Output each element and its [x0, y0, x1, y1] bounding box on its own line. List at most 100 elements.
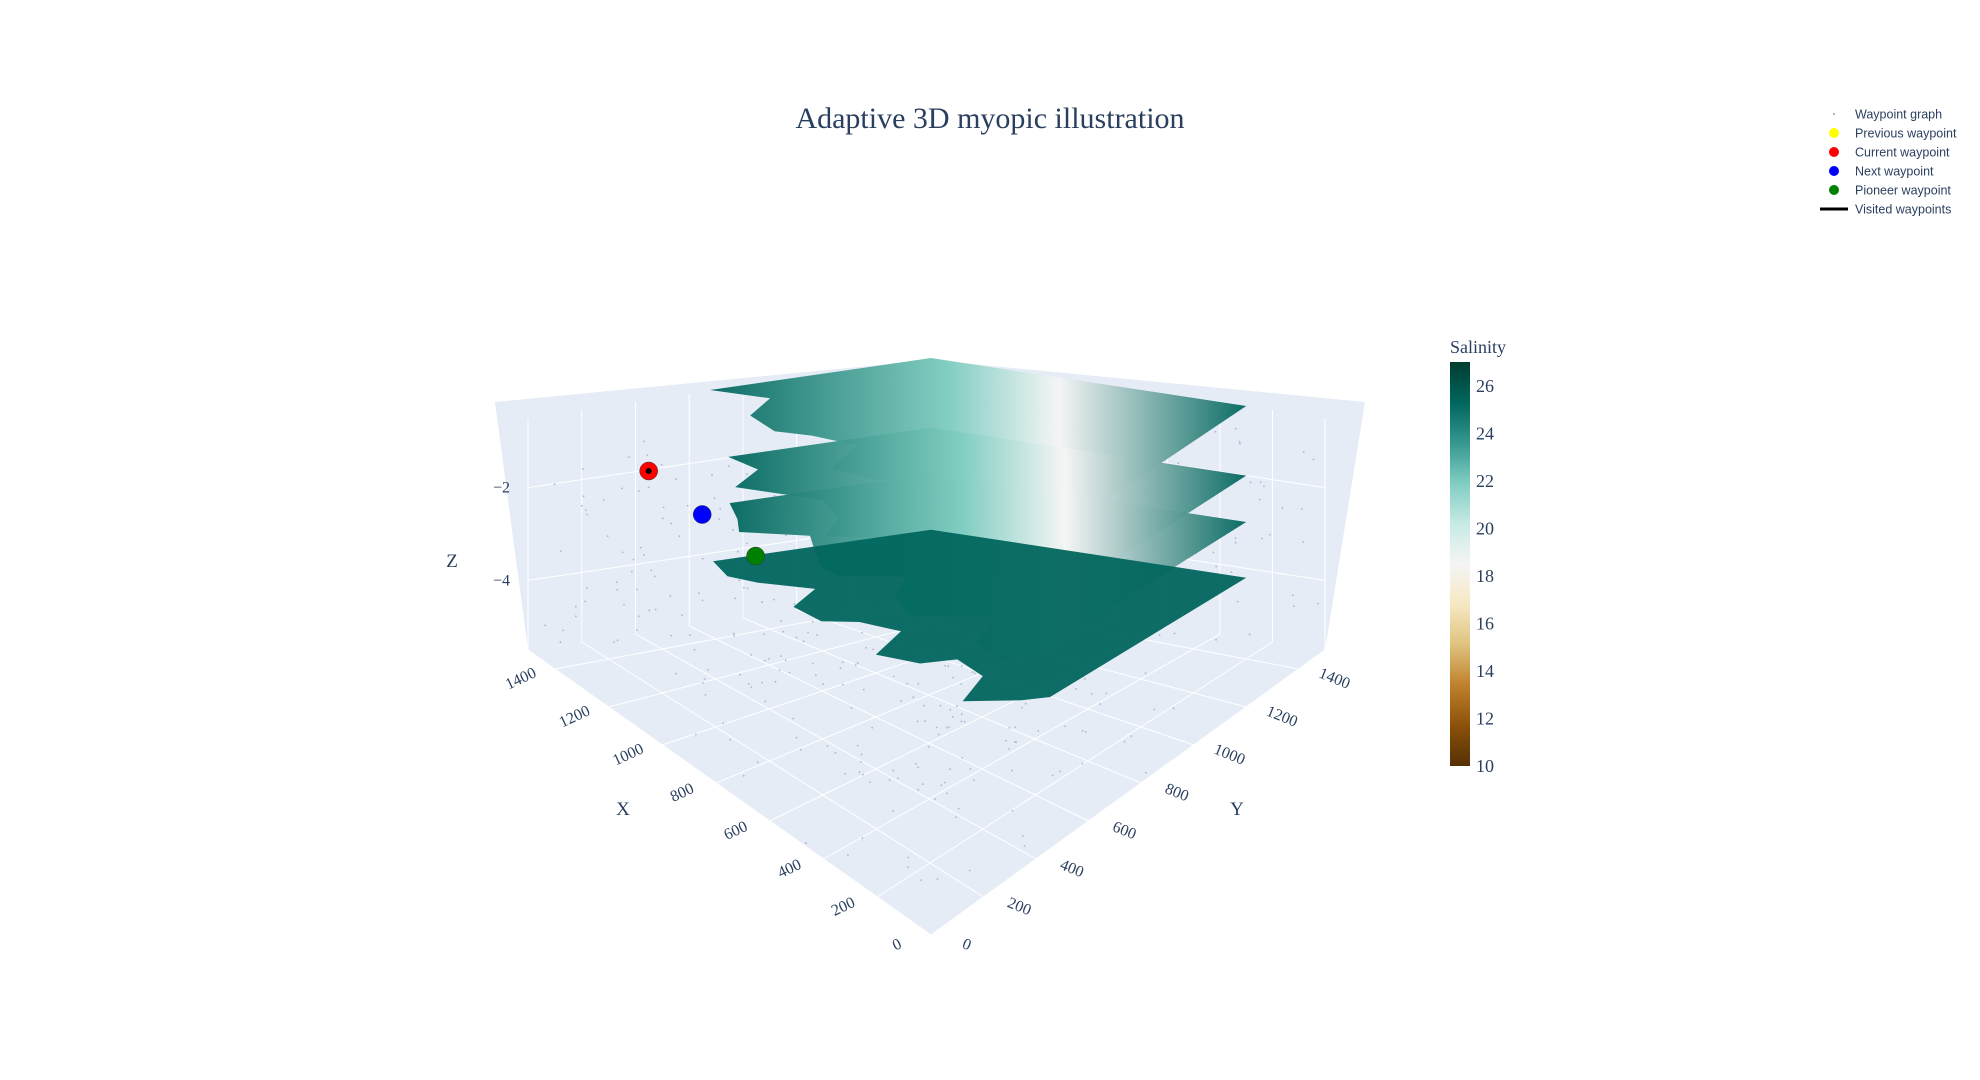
graph-point: [745, 473, 748, 476]
graph-point: [861, 631, 863, 634]
x-tick-label: 800: [668, 780, 697, 806]
graph-point: [616, 589, 618, 591]
grid-line: [635, 633, 1037, 860]
graph-point: [1316, 602, 1319, 605]
legend-item[interactable]: Next waypoint: [1829, 165, 1934, 179]
graph-point: [1269, 533, 1271, 536]
graph-point: [582, 468, 584, 471]
colorbar-tick-label: 24: [1476, 423, 1494, 443]
graph-point: [1234, 541, 1237, 544]
graph-point: [802, 640, 805, 643]
graph-point: [865, 646, 867, 649]
legend-item[interactable]: Current waypoint: [1829, 146, 1950, 160]
legend-label: Previous waypoint: [1855, 127, 1957, 141]
legend-label: Next waypoint: [1855, 165, 1934, 179]
y-axis-title: Y: [1230, 799, 1244, 820]
graph-point: [643, 440, 645, 443]
legend-label: Current waypoint: [1855, 146, 1950, 160]
graph-point: [861, 837, 864, 839]
graph-point: [602, 498, 605, 501]
next-waypoint-marker[interactable]: [692, 505, 712, 524]
legend-dot-icon: [1829, 147, 1839, 157]
graph-point: [842, 683, 844, 686]
pioneer-waypoint-marker[interactable]: [746, 546, 765, 566]
graph-point: [1212, 551, 1215, 554]
graph-point: [862, 773, 864, 776]
colorbar-tick-label: 20: [1476, 518, 1494, 538]
legend-item[interactable]: Previous waypoint: [1829, 127, 1957, 141]
graph-point: [944, 664, 947, 667]
colorbar-tick-label: 26: [1476, 376, 1494, 396]
graph-point: [943, 781, 946, 784]
waypoint-markers[interactable]: [639, 461, 765, 566]
graph-point: [702, 682, 704, 684]
graph-point: [732, 528, 735, 531]
graph-point: [961, 757, 964, 759]
graph-point: [893, 675, 895, 678]
graph-point: [920, 879, 922, 881]
graph-point: [1249, 481, 1252, 484]
graph-point: [719, 507, 722, 510]
graph-point: [973, 779, 975, 782]
graph-point: [934, 798, 937, 800]
graph-point: [623, 603, 625, 606]
graph-point: [872, 648, 875, 651]
graph-point: [734, 597, 736, 600]
graph-point: [746, 587, 749, 590]
graph-point: [1215, 638, 1217, 641]
graph-point: [860, 761, 862, 763]
grid-line: [930, 649, 1326, 936]
graph-point: [1059, 770, 1062, 773]
graph-point: [1300, 508, 1303, 510]
graph-point: [947, 665, 950, 668]
graph-point: [974, 672, 976, 675]
graph-point: [923, 704, 925, 707]
graph-point: [862, 688, 865, 691]
graph-point: [892, 810, 895, 813]
graph-point: [738, 579, 741, 582]
graph-point: [778, 669, 781, 672]
graph-point: [711, 474, 713, 476]
graph-point: [739, 673, 742, 676]
legend[interactable]: Waypoint graph Previous waypoint Current w…: [1820, 108, 1957, 217]
graph-point: [834, 751, 837, 754]
legend-item[interactable]: Visited waypoints: [1820, 203, 1951, 217]
graph-point: [670, 634, 673, 637]
graph-point: [616, 639, 619, 642]
graph-point: [635, 588, 638, 591]
graph-point: [956, 705, 958, 708]
graph-point: [733, 634, 736, 637]
graph-point: [1008, 727, 1011, 729]
scene-3d[interactable]: 0 200 400 600 800 1000 1200 1400 0 200 400 600 800 10…: [446, 358, 1365, 954]
graph-point: [584, 509, 587, 511]
graph-point: [860, 753, 863, 756]
graph-point: [1263, 485, 1265, 488]
graph-point: [917, 788, 920, 791]
y-tick-label: 600: [1110, 818, 1139, 843]
graph-point: [1173, 632, 1176, 635]
x-tick-label: 1000: [610, 740, 646, 769]
graph-point: [969, 768, 972, 770]
graph-point: [924, 720, 926, 722]
graph-point: [718, 518, 721, 521]
graph-point: [927, 746, 930, 748]
graph-point: [737, 550, 739, 553]
graph-point: [675, 478, 677, 480]
graph-point: [662, 517, 664, 520]
graph-point: [805, 842, 807, 845]
graph-point: [654, 608, 657, 611]
graph-point: [650, 569, 653, 572]
graph-point: [701, 557, 704, 560]
graph-point: [856, 744, 859, 747]
y-tick-label: 800: [1162, 780, 1191, 805]
graph-point: [698, 592, 700, 594]
graph-point: [937, 733, 940, 736]
legend-item[interactable]: Waypoint graph: [1832, 108, 1942, 122]
graph-point: [892, 769, 895, 772]
graph-point: [1177, 462, 1180, 465]
graph-point: [780, 655, 782, 657]
salinity-surface: [713, 529, 1247, 702]
legend-item[interactable]: Pioneer waypoint: [1829, 184, 1951, 198]
z-axis-title: Z: [446, 551, 458, 572]
graph-point: [850, 707, 853, 709]
